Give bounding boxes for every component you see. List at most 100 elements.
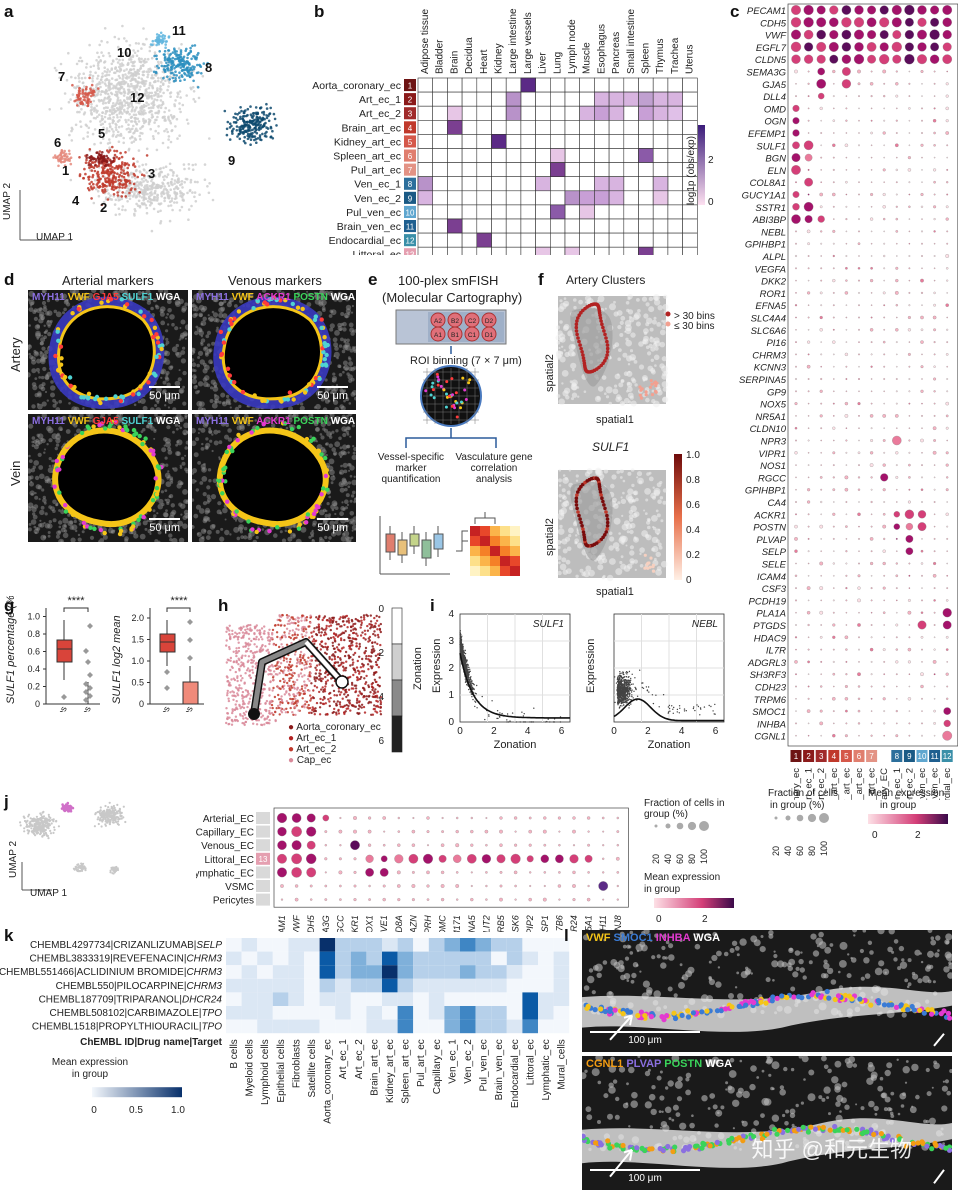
umap-point: [128, 149, 131, 152]
gene-label: EFNA5: [755, 301, 786, 312]
umap-point: [142, 74, 145, 77]
dot: [833, 501, 834, 502]
tissue-speck: [198, 351, 203, 356]
tissue-speck: [180, 350, 185, 355]
dot: [845, 402, 848, 405]
tissue-speck: [195, 385, 197, 387]
dot: [909, 575, 911, 577]
heat-cell: [653, 106, 668, 120]
dot: [832, 230, 835, 233]
dot: [895, 267, 898, 270]
umap-point: [90, 181, 93, 184]
dot: [795, 636, 797, 638]
dot: [808, 280, 809, 281]
heat-cell: [492, 106, 507, 120]
umap-point: [107, 192, 110, 195]
heat-cell: [433, 134, 448, 148]
dot: [934, 243, 935, 244]
dot: [858, 317, 860, 319]
umap-point: [115, 156, 118, 159]
dot: [947, 292, 948, 293]
cluster-label: 9: [228, 153, 235, 168]
heat-cell: [536, 163, 551, 177]
umap-point: [138, 191, 141, 194]
dot: [821, 366, 822, 367]
umap-point: [121, 104, 124, 107]
umap-point: [116, 70, 119, 73]
dot: [896, 723, 897, 724]
dot: [795, 317, 796, 318]
umap-point: [247, 133, 250, 136]
umap-point: [249, 143, 252, 146]
umap-point: [105, 89, 108, 92]
umap-point: [106, 41, 109, 44]
dot: [909, 415, 910, 416]
gene-label: SSTR1: [755, 203, 786, 214]
dot: [947, 661, 948, 662]
dot: [820, 427, 822, 429]
umap-point: [142, 113, 145, 116]
umap-point: [70, 179, 73, 182]
dot: [871, 489, 873, 491]
marker-spot: [323, 357, 327, 361]
dot: [795, 268, 797, 270]
tissue-speck: [340, 338, 344, 342]
dot: [820, 206, 822, 208]
col-label: Trachea: [670, 37, 681, 74]
dot: [870, 267, 872, 269]
umap-point: [177, 93, 180, 96]
tissue-speck: [339, 404, 344, 409]
dot: [846, 96, 847, 97]
dot: [934, 477, 935, 478]
dot: [842, 55, 851, 64]
umap-point: [111, 181, 114, 184]
umap-point: [90, 197, 93, 200]
umap-point: [109, 126, 112, 129]
umap-point: [133, 110, 136, 113]
dot: [918, 18, 927, 27]
row-number: 1: [408, 82, 413, 91]
dot: [808, 169, 810, 171]
umap-point: [143, 80, 146, 83]
dot: [908, 697, 911, 700]
dot: [883, 513, 885, 515]
dot: [909, 231, 910, 232]
umap-point: [179, 190, 182, 193]
umap-point: [79, 173, 82, 176]
gene-label: EFEMP1: [748, 129, 786, 140]
dot: [883, 562, 886, 565]
umap-point: [107, 142, 110, 145]
heat-cell: [477, 149, 492, 163]
tissue-speck: [194, 376, 197, 379]
dot: [892, 436, 901, 445]
umap-point: [194, 181, 197, 184]
col-label: Small intestine: [626, 9, 637, 74]
panel-c-dotplot: PECAM1CDH5VWFEGFL7CLDN5SEMA3GGJA5DLL4OMD…: [728, 0, 958, 800]
umap-point: [178, 60, 181, 63]
umap-point: [64, 92, 67, 95]
heat-cell: [492, 177, 507, 191]
umap-point: [247, 129, 250, 132]
umap-point: [163, 119, 166, 122]
dot: [794, 70, 797, 73]
dot: [808, 698, 810, 700]
row-label: Pul_art_ec: [351, 165, 401, 177]
umap-point: [127, 83, 130, 86]
dot: [818, 216, 825, 223]
dot: [871, 501, 873, 503]
heat-cell: [462, 134, 477, 148]
umap-point: [86, 135, 89, 138]
heat-cell: [521, 247, 536, 255]
dot: [933, 132, 935, 134]
dot: [896, 120, 898, 122]
dot: [883, 317, 884, 318]
umap-point: [265, 126, 268, 129]
umap-point: [200, 72, 203, 75]
gene-label: SLC4A4: [751, 314, 786, 325]
dot: [871, 341, 873, 343]
dot: [884, 145, 885, 146]
umap-point: [163, 197, 166, 200]
umap-point: [131, 128, 134, 131]
umap-point: [112, 133, 115, 136]
dot: [857, 599, 860, 602]
